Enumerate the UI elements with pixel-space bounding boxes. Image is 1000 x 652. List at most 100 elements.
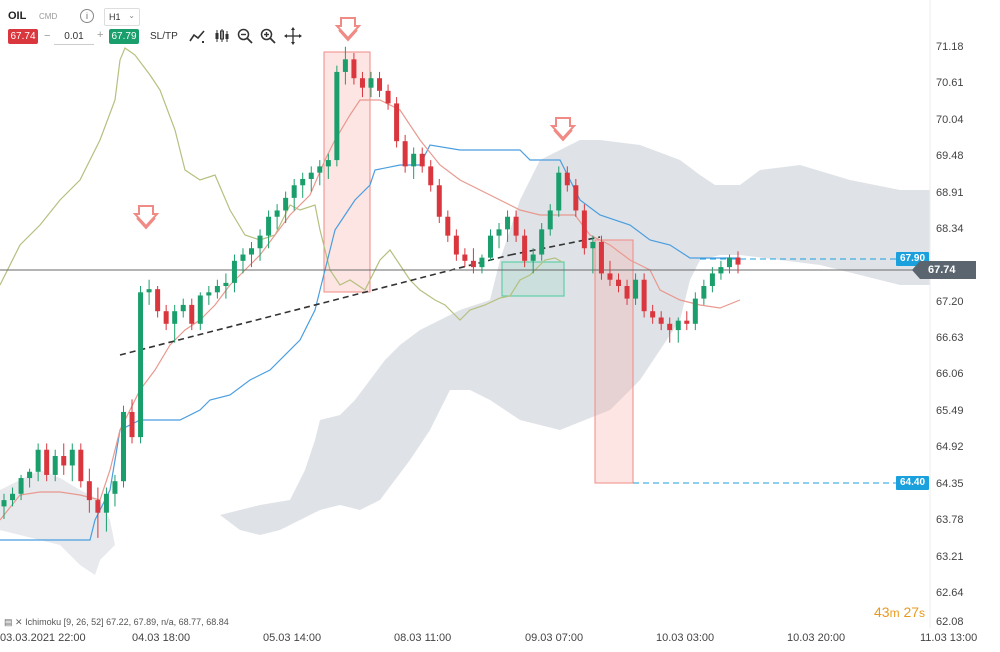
timer-s-unit: s [919, 606, 926, 620]
timeframe-value: H1 [109, 12, 121, 22]
target-price-tag: 64.40 [896, 476, 930, 490]
candle-body [61, 456, 67, 466]
candles-group [1, 46, 741, 538]
candle-body [641, 279, 647, 312]
quantity-input[interactable]: 0.01 [54, 29, 94, 45]
candle-body [377, 78, 383, 91]
candle-body [470, 260, 476, 268]
candle-body [18, 478, 24, 494]
candle-body [1, 500, 7, 507]
candle-body [394, 103, 400, 142]
candle-body [692, 298, 698, 324]
tag-pointer [912, 261, 920, 279]
down-arrow-icon [549, 117, 577, 142]
candle-body [487, 235, 493, 258]
candle-body [206, 292, 212, 296]
time-tick: 10.03 20:00 [787, 632, 846, 644]
candle-body [163, 311, 169, 324]
price-tick: 63.21 [936, 551, 964, 563]
symbol-label[interactable]: OIL [8, 10, 27, 22]
time-tick: 10.03 03:00 [656, 632, 715, 644]
trendline-1 [119, 254, 511, 356]
info-icon[interactable]: i [80, 9, 94, 23]
price-tick: 69.48 [936, 150, 964, 162]
candle-body [223, 282, 229, 287]
time-tick: 03.03.2021 22:00 [0, 632, 86, 644]
time-tick: 05.03 14:00 [263, 632, 322, 644]
increase-quantity-button[interactable]: + [97, 29, 104, 41]
candle-body [129, 411, 135, 438]
price-tick: 71.18 [936, 41, 964, 53]
chart-toolbar: OIL CMD i H1 ⌄ 67.74 − 0.01 + 67.79 SL/T… [0, 0, 400, 48]
candle-body [547, 210, 553, 230]
candle-body [266, 216, 272, 236]
candle-body [411, 153, 417, 167]
candle-body [359, 78, 365, 88]
candle-body [368, 78, 374, 88]
kijun-line [0, 144, 740, 541]
candle-body [300, 178, 306, 186]
zoom-out-icon[interactable] [236, 27, 254, 45]
price-tick: 63.78 [936, 514, 964, 526]
candle-body [189, 304, 195, 324]
price-tick: 66.63 [936, 332, 964, 344]
candle-body [735, 257, 741, 265]
indicator-menu-icon[interactable]: ▤ ✕ [4, 617, 23, 627]
buy-price-button[interactable]: 67.79 [109, 29, 139, 44]
candle-body [240, 254, 246, 261]
indicators-icon[interactable] [213, 27, 231, 45]
time-tick: 08.03 11:00 [394, 632, 452, 644]
red-zone-2 [594, 239, 634, 484]
sell-price-button[interactable]: 67.74 [8, 29, 38, 44]
chikou-line [0, 47, 563, 321]
candle-body [257, 235, 263, 249]
candle-body [283, 197, 289, 211]
candle-body [120, 411, 126, 482]
candle-body [496, 229, 502, 236]
candle-body [78, 449, 84, 482]
candle-body [453, 235, 459, 255]
candle-body [172, 311, 178, 324]
candle-body [86, 481, 92, 501]
candle-body [274, 210, 280, 217]
candle-body [581, 210, 587, 249]
candle-body [624, 286, 630, 299]
zoom-in-icon[interactable] [259, 27, 277, 45]
time-tick: 04.03 18:00 [132, 632, 191, 644]
chart-type-icon[interactable] [188, 27, 206, 45]
candle-body [44, 449, 50, 475]
candle-body [402, 141, 408, 167]
candle-body [607, 273, 613, 280]
price-tick: 64.35 [936, 478, 964, 490]
candle-body [505, 216, 511, 230]
candle-body [146, 289, 152, 293]
candle-body [95, 500, 101, 513]
candle-body [291, 185, 297, 198]
candle-body [709, 273, 715, 287]
candle-body [342, 59, 348, 72]
candle-body [522, 235, 528, 261]
candle-body [27, 471, 33, 479]
timer-seconds: 27 [903, 604, 920, 620]
candle-body [197, 295, 203, 324]
candle-body [385, 90, 391, 104]
candle-body [530, 254, 536, 261]
candle-body [35, 449, 41, 472]
price-tick: 70.04 [936, 114, 964, 126]
decrease-quantity-button[interactable]: − [44, 30, 51, 42]
down-arrow-icon [334, 17, 362, 42]
price-tick: 62.08 [936, 616, 964, 628]
cloud-main [220, 140, 930, 535]
timeframe-select[interactable]: H1 ⌄ [104, 8, 140, 26]
candle-timer: 43m 27s [874, 604, 925, 620]
red-zone-1 [323, 51, 371, 293]
sltp-button[interactable]: SL/TP [150, 31, 178, 42]
candle-body [155, 289, 161, 312]
price-tick: 64.92 [936, 441, 964, 453]
candle-body [513, 216, 519, 236]
crosshair-icon[interactable] [284, 27, 302, 45]
indicator-legend[interactable]: ▤ ✕ Ichimoku [9, 26, 52] 67.22, 67.89, n… [4, 617, 229, 628]
candle-body [590, 241, 596, 249]
candle-body [633, 279, 639, 299]
